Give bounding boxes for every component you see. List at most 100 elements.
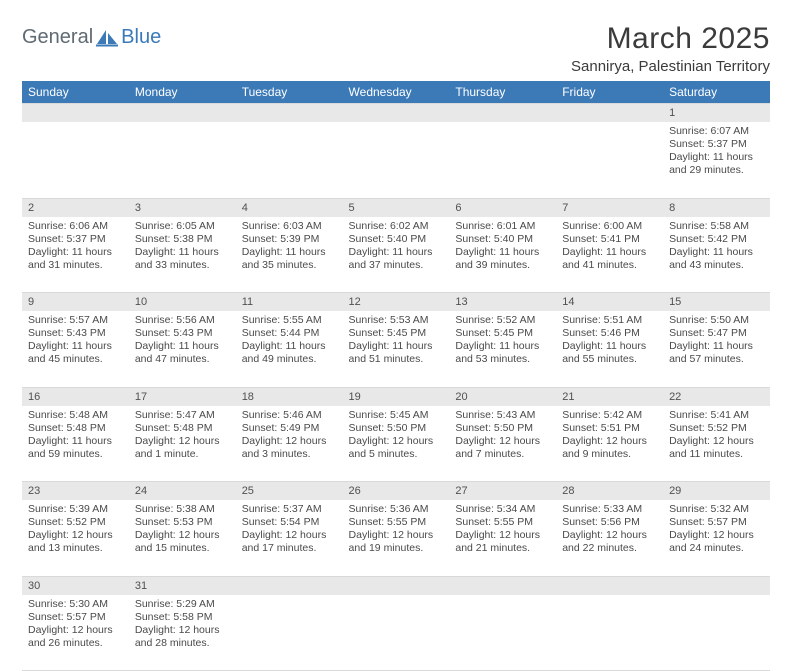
- day-number-cell: 1: [663, 104, 770, 123]
- day-cell-content: Sunrise: 5:52 AMSunset: 5:45 PMDaylight:…: [449, 311, 556, 371]
- weekday-saturday: Saturday: [663, 81, 770, 104]
- day-cell-content: Sunrise: 5:46 AMSunset: 5:49 PMDaylight:…: [236, 406, 343, 466]
- sunrise-line: Sunrise: 5:51 AM: [562, 314, 657, 327]
- week-row: Sunrise: 5:39 AMSunset: 5:52 PMDaylight:…: [22, 500, 770, 576]
- day-number-cell: 5: [343, 198, 450, 217]
- daylight-line: Daylight: 12 hours and 24 minutes.: [669, 529, 764, 555]
- day-number-cell: 27: [449, 482, 556, 501]
- day-cell-content: Sunrise: 5:50 AMSunset: 5:47 PMDaylight:…: [663, 311, 770, 371]
- day-number-cell: [343, 576, 450, 595]
- day-number-cell: [236, 576, 343, 595]
- sunset-line: Sunset: 5:52 PM: [669, 422, 764, 435]
- sunrise-line: Sunrise: 5:46 AM: [242, 409, 337, 422]
- week-row: Sunrise: 6:06 AMSunset: 5:37 PMDaylight:…: [22, 217, 770, 293]
- sunrise-line: Sunrise: 5:34 AM: [455, 503, 550, 516]
- day-number-cell: 20: [449, 387, 556, 406]
- daylight-line: Daylight: 11 hours and 51 minutes.: [349, 340, 444, 366]
- day-cell-content: Sunrise: 5:41 AMSunset: 5:52 PMDaylight:…: [663, 406, 770, 466]
- day-cell-content: Sunrise: 6:05 AMSunset: 5:38 PMDaylight:…: [129, 217, 236, 277]
- day-number-cell: 2: [22, 198, 129, 217]
- day-number-cell: [129, 104, 236, 123]
- sunrise-line: Sunrise: 5:32 AM: [669, 503, 764, 516]
- sunrise-line: Sunrise: 5:56 AM: [135, 314, 230, 327]
- daylight-line: Daylight: 12 hours and 9 minutes.: [562, 435, 657, 461]
- sunset-line: Sunset: 5:41 PM: [562, 233, 657, 246]
- sunrise-line: Sunrise: 5:45 AM: [349, 409, 444, 422]
- sunrise-line: Sunrise: 5:42 AM: [562, 409, 657, 422]
- title-block: March 2025 Sannirya, Palestinian Territo…: [571, 22, 770, 75]
- sunset-line: Sunset: 5:49 PM: [242, 422, 337, 435]
- daynum-row: 1: [22, 104, 770, 123]
- sunset-line: Sunset: 5:50 PM: [349, 422, 444, 435]
- week-row: Sunrise: 5:48 AM Sunset: 5:48 PM Daylight:…: [22, 406, 770, 482]
- daylight-line: Daylight: 11 hours and 33 minutes.: [135, 246, 230, 272]
- location-label: Sannirya, Palestinian Territory: [571, 58, 770, 75]
- daylight-line: Daylight: 12 hours and 13 minutes.: [28, 529, 123, 555]
- sunset-line: Sunset: 5:54 PM: [242, 516, 337, 529]
- sunrise-line: Sunrise: 6:01 AM: [455, 220, 550, 233]
- day-cell: Sunrise: 5:38 AMSunset: 5:53 PMDaylight:…: [129, 500, 236, 576]
- sunset-line: Sunset: 5:51 PM: [562, 422, 657, 435]
- sunrise-line: Sunrise: 5:30 AM: [28, 598, 123, 611]
- sunset-line: Sunset: 5:48 PM: [135, 422, 230, 435]
- weekday-tuesday: Tuesday: [236, 81, 343, 104]
- daylight-line: Daylight: 11 hours and 37 minutes.: [349, 246, 444, 272]
- sunset-line: Sunset: 5:43 PM: [135, 327, 230, 340]
- day-cell-content: Sunrise: 5:39 AMSunset: 5:52 PMDaylight:…: [22, 500, 129, 560]
- daylight-line: Daylight: 12 hours and 21 minutes.: [455, 529, 550, 555]
- day-cell: [129, 122, 236, 198]
- day-cell: Sunrise: 6:07 AMSunset: 5:37 PMDaylight:…: [663, 122, 770, 198]
- day-cell-content: Sunrise: 5:42 AMSunset: 5:51 PMDaylight:…: [556, 406, 663, 466]
- sunrise-line: Sunrise: 6:05 AM: [135, 220, 230, 233]
- day-cell: [343, 595, 450, 671]
- day-cell: Sunrise: 6:06 AMSunset: 5:37 PMDaylight:…: [22, 217, 129, 293]
- day-cell: Sunrise: 5:48 AMSunset: 5:48 PMDaylight:…: [22, 406, 129, 482]
- day-number-cell: [556, 104, 663, 123]
- day-cell-content: Sunrise: 5:47 AMSunset: 5:48 PMDaylight:…: [129, 406, 236, 466]
- daylight-line: Daylight: 11 hours and 57 minutes.: [669, 340, 764, 366]
- day-cell-content: Sunrise: 5:43 AMSunset: 5:50 PMDaylight:…: [449, 406, 556, 466]
- day-number-cell: 18: [236, 387, 343, 406]
- day-cell-content: Sunrise: 6:02 AMSunset: 5:40 PMDaylight:…: [343, 217, 450, 277]
- day-cell-content: Sunrise: 5:53 AMSunset: 5:45 PMDaylight:…: [343, 311, 450, 371]
- weekday-header-row: Sunday Monday Tuesday Wednesday Thursday…: [22, 81, 770, 104]
- day-number-cell: 16: [22, 387, 129, 406]
- sunset-line: Sunset: 5:40 PM: [349, 233, 444, 246]
- day-cell: Sunrise: 5:58 AMSunset: 5:42 PMDaylight:…: [663, 217, 770, 293]
- sunrise-line: Sunrise: 5:38 AM: [135, 503, 230, 516]
- daylight-line: Daylight: 12 hours and 7 minutes.: [455, 435, 550, 461]
- day-number-cell: 15: [663, 293, 770, 312]
- daylight-line: Daylight: 12 hours and 28 minutes.: [135, 624, 230, 650]
- daylight-line: Daylight: 12 hours and 17 minutes.: [242, 529, 337, 555]
- day-cell: Sunrise: 6:05 AMSunset: 5:38 PMDaylight:…: [129, 217, 236, 293]
- sunrise-line: Sunrise: 5:43 AM: [455, 409, 550, 422]
- day-cell-content: Sunrise: 5:57 AMSunset: 5:43 PMDaylight:…: [22, 311, 129, 371]
- day-number-cell: 12: [343, 293, 450, 312]
- sunrise-line: Sunrise: 5:52 AM: [455, 314, 550, 327]
- month-title: March 2025: [571, 22, 770, 56]
- sunset-line: Sunset: 5:43 PM: [28, 327, 123, 340]
- day-cell: Sunrise: 5:47 AMSunset: 5:48 PMDaylight:…: [129, 406, 236, 482]
- day-number-cell: 23: [22, 482, 129, 501]
- sunrise-line: Sunrise: 5:48 AM: [28, 409, 123, 422]
- day-cell: Sunrise: 5:46 AMSunset: 5:49 PMDaylight:…: [236, 406, 343, 482]
- day-number-cell: [236, 104, 343, 123]
- day-cell: Sunrise: 5:45 AMSunset: 5:50 PMDaylight:…: [343, 406, 450, 482]
- day-cell: Sunrise: 5:51 AMSunset: 5:46 PMDaylight:…: [556, 311, 663, 387]
- day-cell-content: Sunrise: 5:56 AMSunset: 5:43 PMDaylight:…: [129, 311, 236, 371]
- day-cell-content: Sunrise: 5:34 AMSunset: 5:55 PMDaylight:…: [449, 500, 556, 560]
- logo-text-blue: Blue: [121, 26, 161, 49]
- day-cell: [236, 595, 343, 671]
- daynum-row: 23242526272829: [22, 482, 770, 501]
- daylight-line: Daylight: 12 hours and 11 minutes.: [669, 435, 764, 461]
- day-cell: Sunrise: 5:39 AMSunset: 5:52 PMDaylight:…: [22, 500, 129, 576]
- day-cell: Sunrise: 5:32 AMSunset: 5:57 PMDaylight:…: [663, 500, 770, 576]
- day-cell: [556, 122, 663, 198]
- day-number-cell: 14: [556, 293, 663, 312]
- sunset-line: Sunset: 5:37 PM: [28, 233, 123, 246]
- calendar-table: Sunday Monday Tuesday Wednesday Thursday…: [22, 81, 770, 671]
- day-number-cell: 21: [556, 387, 663, 406]
- sunrise-line: Sunrise: 5:58 AM: [669, 220, 764, 233]
- daylight-line: Daylight: 12 hours and 3 minutes.: [242, 435, 337, 461]
- day-cell: Sunrise: 5:57 AMSunset: 5:43 PMDaylight:…: [22, 311, 129, 387]
